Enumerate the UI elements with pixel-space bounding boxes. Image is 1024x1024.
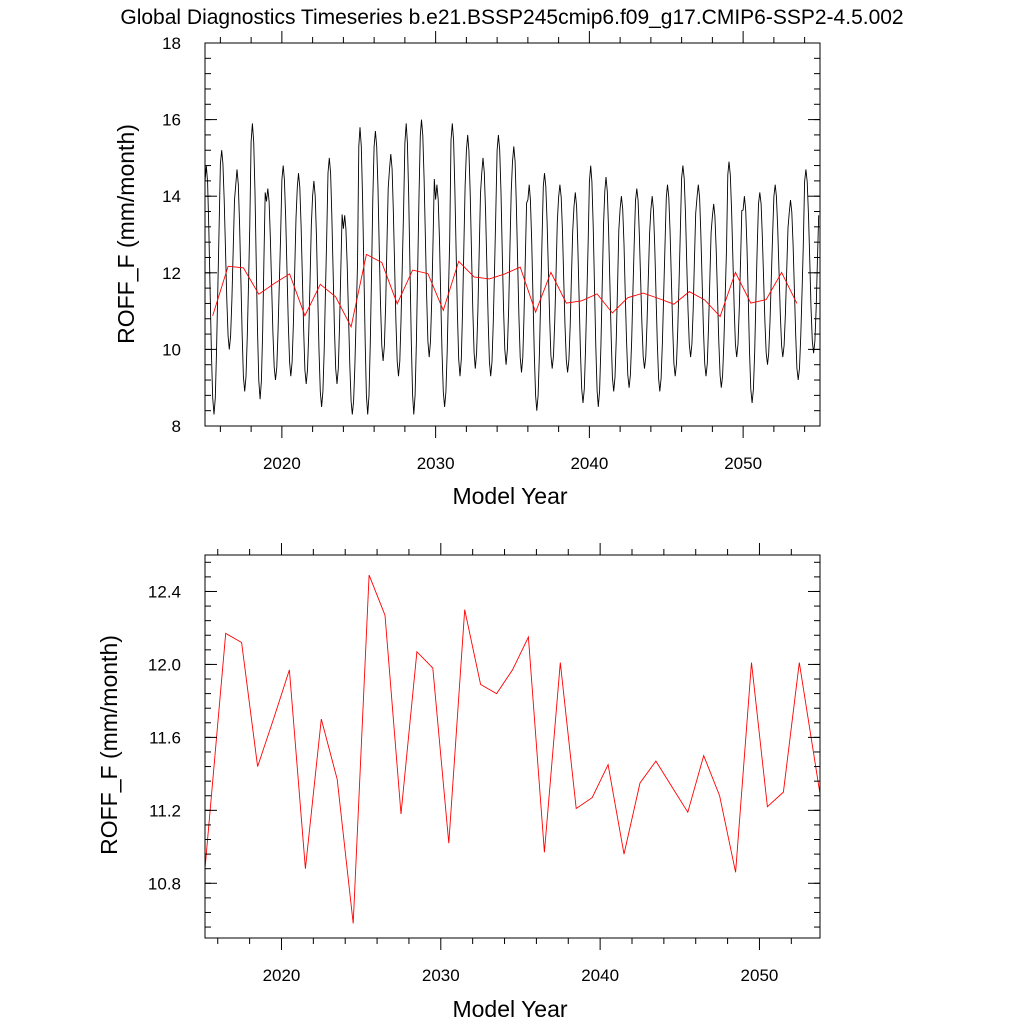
x-tick-label: 2040: [570, 454, 608, 473]
x-tick-label: 2030: [422, 966, 460, 985]
bottom-y-axis-label: ROFF_F (mm/month): [96, 635, 122, 855]
plot-frame: [204, 554, 821, 939]
bottom-x-axis-label: Model Year: [452, 996, 567, 1022]
series-line-annual-mean: [204, 574, 821, 924]
x-tick-label: 2020: [263, 454, 301, 473]
y-tick-label: 10.8: [148, 874, 181, 893]
y-tick-label: 10: [162, 340, 181, 359]
series-line-annual-mean: [212, 253, 798, 329]
y-tick-label: 12: [162, 264, 181, 283]
bottom-annual-panel: Model Year ROFF_F (mm/month) 10.8 11.2 11.…: [96, 543, 821, 1022]
y-tick-label: 11.6: [149, 728, 181, 747]
x-tick-label: 2050: [724, 454, 762, 473]
x-tick-label: 2050: [741, 966, 779, 985]
y-tick-label: 16: [162, 111, 181, 130]
y-tick-label: 18: [162, 34, 181, 53]
plot-frame: [204, 42, 821, 427]
y-tick-label: 11.2: [149, 801, 181, 820]
y-tick-label: 14: [162, 187, 181, 206]
y-tick-label: 8: [172, 417, 181, 436]
y-tick-label: 12.0: [148, 655, 181, 674]
top-timeseries-panel: Model Year ROFF_F (mm/month) 8 10 12 14 16 18…: [113, 31, 821, 509]
y-tick-label: 12.4: [148, 582, 181, 601]
x-tick-label: 2030: [417, 454, 455, 473]
top-y-axis-label: ROFF_F (mm/month): [113, 124, 139, 344]
figure-title: Global Diagnostics Timeseries b.e21.BSSP…: [120, 6, 903, 29]
series-line-monthly: [204, 119, 820, 415]
x-tick-label: 2020: [263, 966, 301, 985]
x-tick-label: 2040: [581, 966, 619, 985]
top-x-axis-label: Model Year: [452, 483, 567, 509]
